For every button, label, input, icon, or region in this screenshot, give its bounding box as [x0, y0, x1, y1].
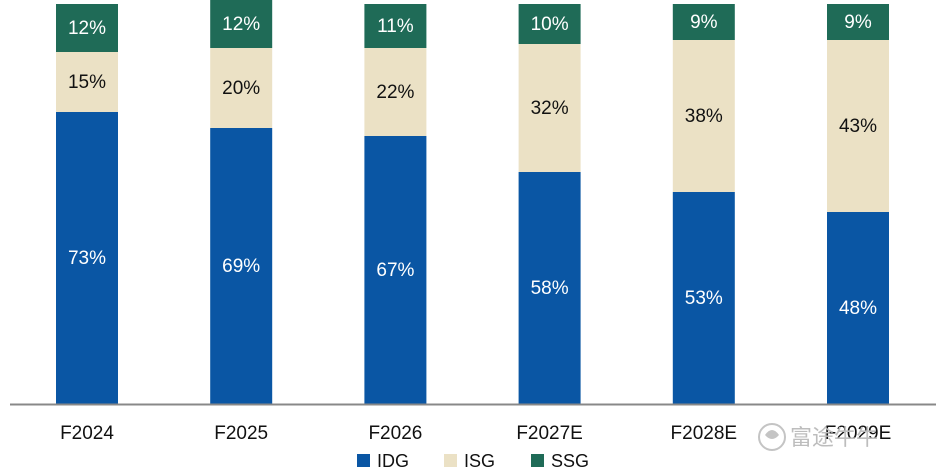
- bar-ssg-f2027e: [518, 4, 581, 44]
- legend-label-ssg: SSG: [551, 451, 589, 471]
- data-label-ssg-f2028e: 9%: [690, 12, 718, 33]
- data-label-idg-f2027e: 58%: [531, 278, 569, 299]
- data-label-ssg-f2026: 11%: [377, 16, 414, 37]
- x-tick-label-f2025: F2025: [214, 423, 268, 444]
- legend: IDG ISG SSG: [357, 451, 589, 471]
- data-label-isg-f2028e: 38%: [685, 106, 723, 127]
- bar-idg-f2028e: [672, 192, 735, 404]
- bar-isg-f2029e: [827, 40, 889, 212]
- bars-group: [56, 0, 889, 404]
- data-label-idg-f2026: 67%: [376, 260, 414, 281]
- legend-item-idg: IDG: [357, 451, 409, 471]
- legend-label-isg: ISG: [464, 451, 495, 471]
- watermark-text: 富途牛牛: [790, 425, 878, 450]
- legend-swatch-ssg: [531, 454, 544, 467]
- bar-idg-f2029e: [827, 212, 889, 404]
- legend-label-idg: IDG: [377, 451, 409, 471]
- bar-idg-f2024: [56, 112, 118, 404]
- bar-isg-f2024: [56, 52, 118, 112]
- x-tick-labels-group: F2024 F2025 F2026 F2027E F2028E F2029E: [60, 423, 891, 444]
- segment-labels-group: 73% 15% 12% 69% 20% 12% 67% 22% 11% 58% 32% 10% 53% 3…: [68, 12, 877, 319]
- data-label-isg-f2029e: 43%: [839, 116, 877, 137]
- watermark: 富途牛牛: [758, 423, 878, 451]
- bar-isg-f2028e: [672, 40, 735, 192]
- bar-ssg-f2026: [364, 4, 427, 48]
- data-label-isg-f2027e: 32%: [531, 98, 569, 119]
- bar-ssg-f2024: [56, 4, 118, 52]
- bar-isg-f2025: [210, 48, 273, 128]
- data-label-idg-f2028e: 53%: [685, 288, 723, 309]
- data-label-ssg-f2029e: 9%: [844, 12, 872, 33]
- legend-swatch-idg: [357, 454, 370, 467]
- data-label-isg-f2024: 15%: [68, 72, 106, 93]
- data-label-ssg-f2027e: 10%: [531, 14, 569, 35]
- data-label-idg-f2024: 73%: [68, 248, 106, 269]
- bar-idg-f2027e: [518, 172, 581, 404]
- bar-isg-f2026: [364, 48, 427, 136]
- bar-idg-f2026: [364, 136, 427, 404]
- bar-ssg-f2029e: [827, 4, 889, 40]
- legend-swatch-isg: [444, 454, 457, 467]
- futu-bull-icon: [758, 423, 786, 451]
- x-tick-label-f2026: F2026: [368, 423, 422, 444]
- bar-ssg-f2028e: [672, 4, 735, 40]
- legend-item-ssg: SSG: [531, 451, 589, 471]
- data-label-ssg-f2024: 12%: [68, 18, 106, 39]
- x-tick-label-f2029e: F2029E: [825, 423, 892, 444]
- legend-item-isg: ISG: [444, 451, 495, 471]
- data-label-isg-f2026: 22%: [376, 82, 414, 103]
- data-label-idg-f2029e: 48%: [839, 298, 877, 319]
- data-label-idg-f2025: 69%: [222, 256, 260, 277]
- bar-isg-f2027e: [518, 44, 581, 172]
- bar-ssg-f2025: [210, 0, 273, 48]
- data-label-isg-f2025: 20%: [222, 78, 260, 99]
- x-tick-label-f2028e: F2028E: [671, 423, 738, 444]
- x-tick-label-f2027e: F2027E: [516, 423, 583, 444]
- bar-idg-f2025: [210, 128, 273, 404]
- x-tick-label-f2024: F2024: [60, 423, 114, 444]
- data-label-ssg-f2025: 12%: [222, 14, 260, 35]
